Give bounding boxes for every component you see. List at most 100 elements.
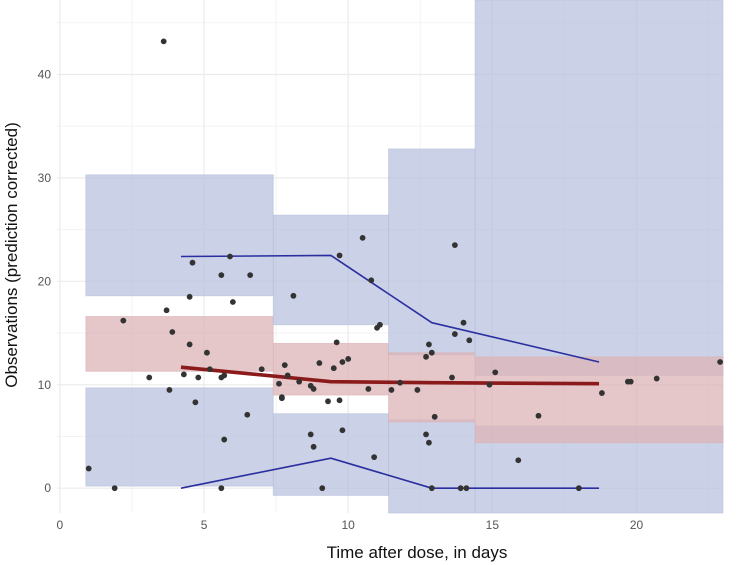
observation-point — [466, 337, 473, 344]
observation-point — [206, 366, 213, 373]
upper-percentile-line — [180, 254, 600, 363]
upper-percentile-band — [272, 214, 389, 326]
y-tick-label: 10 — [38, 378, 52, 392]
median-line — [180, 365, 600, 386]
observation-point — [325, 398, 331, 405]
observation-point — [535, 412, 542, 419]
observation-point — [180, 371, 187, 378]
observation-point — [276, 380, 282, 387]
observation-point — [368, 277, 375, 284]
x-tick-label: 5 — [201, 518, 208, 532]
observation-point — [449, 374, 455, 381]
observation-point — [244, 411, 251, 418]
upper-percentile-band — [474, 0, 724, 376]
observation-point — [388, 387, 395, 393]
y-tick-label: 0 — [44, 481, 51, 495]
observation-point — [451, 242, 458, 249]
observation-point — [463, 485, 470, 492]
observation-point — [111, 485, 118, 492]
observation-point — [186, 293, 193, 300]
observation-point — [229, 299, 236, 305]
observation-point — [426, 341, 432, 348]
x-tick-label: 20 — [630, 518, 644, 532]
observation-point — [339, 427, 346, 434]
observation-point — [218, 272, 225, 279]
observation-point — [195, 374, 202, 381]
percentile-lines — [180, 254, 600, 489]
lower-percentile-band — [85, 387, 274, 487]
observation-point — [627, 378, 634, 385]
y-axis-label: Observations (prediction corrected) — [2, 122, 21, 388]
observation-point — [120, 317, 127, 324]
observation-point — [319, 485, 326, 492]
y-axis-ticks: 0 10 20 30 40 — [38, 67, 52, 495]
observation-point — [310, 443, 317, 450]
observation-point — [186, 341, 193, 348]
lower-percentile-band — [388, 419, 476, 514]
x-axis-label: Time after dose, in days — [327, 543, 508, 562]
median-band — [85, 316, 274, 372]
lower-percentile-band — [272, 413, 389, 496]
upper-percentile-band — [388, 148, 476, 356]
observation-points — [85, 38, 724, 492]
observation-point — [423, 431, 429, 438]
observation-point — [339, 359, 346, 365]
observation-point — [284, 372, 291, 379]
observation-point — [307, 431, 314, 438]
upper-percentile-band — [85, 174, 274, 297]
observation-point — [336, 397, 343, 404]
observation-point — [330, 365, 337, 372]
observation-point — [310, 385, 317, 392]
observation-point — [371, 454, 378, 461]
observation-point — [359, 234, 366, 241]
observation-point — [146, 374, 153, 381]
prediction-interval-bands — [85, 0, 724, 514]
observation-point — [336, 252, 343, 259]
observation-point — [221, 436, 228, 443]
observation-point — [428, 349, 435, 356]
x-tick-label: 15 — [486, 518, 500, 532]
observation-point — [431, 413, 438, 420]
observation-point — [192, 399, 199, 406]
lower-percentile-line — [180, 457, 600, 489]
observation-point — [397, 379, 403, 386]
y-tick-label: 40 — [38, 67, 52, 81]
observation-point — [85, 465, 92, 472]
observation-point — [365, 385, 372, 392]
observation-point — [290, 292, 297, 299]
median-band — [388, 352, 476, 423]
observation-point — [414, 387, 421, 393]
observation-point — [163, 307, 170, 314]
observation-point — [258, 366, 265, 373]
observation-point — [169, 329, 176, 335]
x-tick-label: 10 — [342, 518, 356, 532]
observation-point — [160, 38, 167, 45]
observation-point — [426, 439, 432, 446]
observation-point — [218, 485, 225, 492]
observation-point — [575, 485, 582, 492]
median-band — [272, 342, 389, 396]
observation-point — [281, 362, 288, 368]
observation-point — [204, 349, 210, 356]
y-tick-label: 20 — [38, 274, 52, 288]
observation-point — [492, 369, 499, 376]
observation-point — [428, 485, 435, 492]
observation-point — [717, 359, 724, 365]
x-tick-label: 0 — [57, 518, 64, 532]
observation-point — [345, 355, 352, 362]
observation-point — [296, 378, 303, 385]
observation-point — [189, 259, 196, 266]
observation-point — [247, 272, 254, 279]
observation-point — [377, 321, 383, 328]
median-band — [474, 356, 724, 444]
observation-point — [333, 339, 340, 346]
observation-point — [486, 381, 493, 388]
observation-point — [166, 387, 173, 393]
observation-point — [423, 353, 429, 360]
observation-point — [278, 395, 285, 402]
observation-point — [599, 390, 605, 396]
y-tick-label: 30 — [38, 171, 52, 185]
observation-point — [227, 253, 233, 260]
observation-point — [457, 485, 464, 492]
